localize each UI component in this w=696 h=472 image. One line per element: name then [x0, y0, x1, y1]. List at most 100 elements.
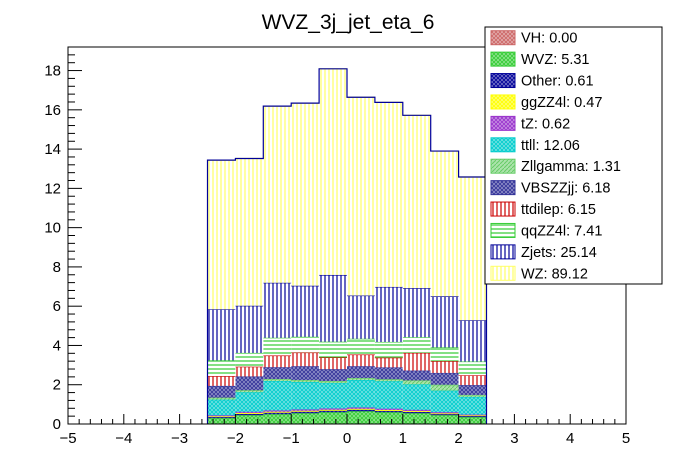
bar-wvz-0	[207, 418, 236, 424]
bar-other-4	[319, 410, 347, 413]
stack-outline	[206, 68, 488, 424]
bar-zjets-8	[430, 296, 459, 348]
y-axis: 0 2 4 6 8 10 12 14 16 18	[44, 46, 82, 433]
bar-wvz-4	[319, 412, 347, 424]
bar-ttdilep-1	[235, 366, 264, 377]
x-tick-label: −5	[59, 430, 76, 447]
bar-zjets-7	[402, 288, 431, 338]
bar-zjets-2	[263, 282, 292, 338]
bar-vbszzjj-0	[207, 385, 236, 398]
x-tick-label: 4	[566, 430, 574, 447]
legend-swatch	[490, 180, 516, 196]
y-tick-label: 12	[44, 180, 61, 197]
bar-other-5	[347, 409, 375, 412]
legend-entry: ttll: 12.06	[521, 138, 580, 154]
x-tick-label: −3	[171, 430, 188, 447]
legend: VH: 0.00 WVZ: 5.31 Other: 0.61 ggZZ4l: 0.47…	[484, 26, 663, 285]
bar-ttdilep-9	[458, 375, 487, 386]
bar-ttll-7	[402, 384, 431, 410]
bar-wvz-5	[347, 411, 375, 424]
bar-ttdilep-4	[319, 357, 347, 370]
bar-ttll-0	[207, 399, 236, 416]
bar-wvz-9	[458, 417, 487, 424]
stack-envelope	[206, 68, 488, 424]
series-wz	[207, 68, 487, 321]
legend-entry: VBSZZjj: 6.18	[521, 181, 610, 197]
bar-other-2	[263, 412, 292, 415]
x-tick-label: −2	[227, 430, 244, 447]
bar-wvz-3	[291, 413, 320, 424]
bar-qqzz4l-7	[402, 337, 431, 353]
bar-wvz-2	[263, 414, 292, 424]
bar-ttdilep-0	[207, 376, 236, 386]
bar-tz-3	[291, 409, 320, 411]
bar-ttdilep-6	[374, 357, 403, 368]
bar-ttdilep-8	[430, 361, 459, 373]
bar-qqzz4l-0	[207, 360, 236, 377]
bar-zjets-0	[207, 309, 236, 361]
bar-wz-8	[430, 151, 459, 297]
y-tick-label: 4	[53, 337, 61, 354]
bar-zjets-3	[291, 285, 320, 337]
legend-swatch	[490, 222, 516, 238]
bar-qqzz4l-4	[319, 341, 347, 358]
bar-ttdilep-5	[347, 354, 375, 367]
series-zjets	[207, 274, 487, 362]
legend-swatch	[490, 51, 516, 67]
bar-wz-4	[319, 68, 347, 275]
bar-vbszzjj-9	[458, 385, 487, 395]
x-tick-label: 0	[343, 430, 351, 447]
legend-entry: Zllgamma: 1.31	[521, 159, 621, 175]
bar-qqzz4l-5	[347, 338, 375, 355]
legend-swatch	[490, 94, 516, 110]
legend-swatch	[490, 158, 516, 174]
legend-entry: tZ: 0.62	[521, 116, 570, 132]
y-tick-label: 0	[53, 416, 61, 433]
bar-wvz-6	[374, 412, 403, 424]
x-tick-label: 3	[510, 430, 518, 447]
x-tick-label: 5	[622, 430, 630, 447]
y-tick-label: 6	[53, 298, 61, 315]
bar-qqzz4l-8	[430, 347, 459, 362]
bar-tz-2	[263, 410, 292, 412]
bar-zjets-4	[319, 274, 347, 342]
y-tick-label: 10	[44, 220, 61, 237]
legend-swatch	[490, 30, 516, 46]
bar-zllgamma-3	[291, 380, 320, 382]
bar-zllgamma-4	[319, 380, 347, 383]
bar-ttll-3	[291, 381, 320, 410]
bar-wz-5	[347, 97, 375, 296]
legend-swatch	[490, 244, 516, 260]
bar-wvz-1	[235, 415, 264, 424]
legend-swatch	[490, 73, 516, 89]
bar-zllgamma-7	[402, 380, 431, 385]
legend-entry: qqZZ4l: 7.41	[521, 223, 602, 239]
bar-vbszzjj-3	[291, 366, 320, 381]
bar-other-3	[291, 411, 320, 414]
bar-ttll-5	[347, 380, 375, 408]
legend-entry: Other: 0.61	[521, 74, 594, 90]
bar-vbszzjj-2	[263, 367, 292, 380]
bar-zllgamma-1	[235, 390, 264, 393]
bar-zjets-9	[458, 320, 487, 362]
bar-vbszzjj-6	[374, 367, 403, 380]
bar-wz-3	[291, 103, 320, 286]
bar-qqzz4l-1	[235, 352, 264, 367]
bar-wvz-7	[402, 413, 431, 424]
bar-qqzz4l-9	[458, 361, 487, 376]
bar-vbszzjj-4	[319, 369, 347, 381]
bar-zllgamma-8	[430, 384, 459, 391]
x-tick-label: −4	[115, 430, 132, 447]
bar-vbszzjj-8	[430, 372, 459, 385]
legend-entry: WVZ: 5.31	[521, 52, 590, 68]
bar-tz-5	[347, 407, 375, 409]
bar-wz-9	[458, 176, 487, 321]
bar-zjets-6	[374, 286, 403, 342]
bar-ttll-9	[458, 396, 487, 415]
bar-qqzz4l-2	[263, 337, 292, 356]
legend-entry: WZ: 89.12	[521, 266, 588, 282]
bar-zjets-5	[347, 295, 375, 339]
bar-qqzz4l-3	[291, 336, 320, 353]
bar-wvz-8	[430, 415, 459, 424]
